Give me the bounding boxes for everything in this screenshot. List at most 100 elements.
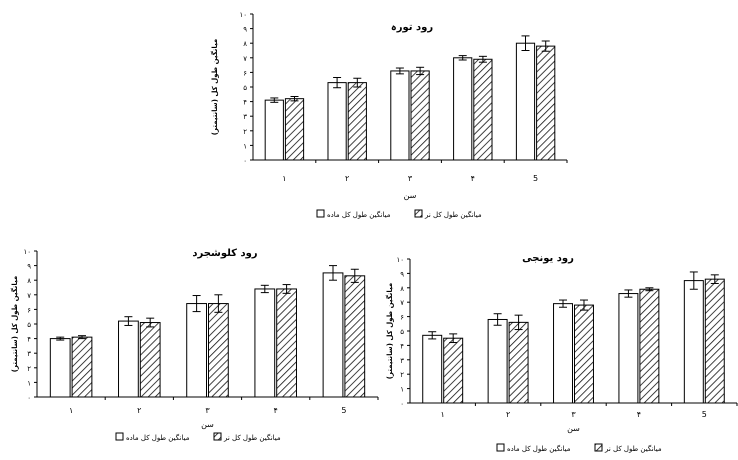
y-tick-label: ۰ [243, 157, 247, 165]
x-tick-label: 5 [533, 174, 538, 183]
bar [473, 58, 493, 161]
bar [487, 318, 508, 404]
bar [139, 322, 161, 398]
chart-1: ۰ ۱ ۲ ۳ ۴ ۵ ۶ ۷ ۸ ۹ ۱۰ ۱ ۲ ۳ ۴ 5 رود تورہ سن میانگین طول ک… [210, 11, 568, 219]
y-tick-label: ۱۰ [23, 248, 31, 256]
bar [186, 303, 207, 398]
bar [347, 82, 367, 161]
y-tick-label: ۴ [243, 99, 247, 107]
bar [508, 321, 529, 404]
y-axis-label: میانگین طول کل (سانتیمتر) [10, 276, 19, 373]
y-tick-label: ۸ [243, 40, 247, 48]
bar [553, 303, 573, 404]
y-tick-label: ۳ [27, 350, 31, 358]
bar [327, 82, 347, 161]
y-tick-label: ۵ [243, 84, 247, 92]
bar [536, 45, 556, 161]
bar [208, 303, 229, 398]
legend-label-female: میانگین طول کل ماده [327, 210, 391, 219]
y-tick-label: ۲ [400, 371, 404, 379]
y-tick-label: ۴ [400, 342, 404, 350]
y-tick-label: ۷ [400, 299, 404, 307]
legend-swatch-male [213, 432, 222, 441]
chart-title: رود یونجی [522, 253, 574, 264]
y-tick-label: ۸ [27, 277, 31, 285]
bar [118, 320, 139, 398]
y-tick-label: ۵ [27, 321, 31, 329]
y-tick-label: ۹ [243, 26, 247, 34]
bar [284, 98, 305, 161]
x-tick-label: ۳ [571, 410, 576, 419]
y-tick-label: ۱۰ [239, 11, 247, 19]
x-tick-label: ۱ [69, 406, 73, 415]
chart-title: رود کلوشجرد [192, 248, 257, 259]
x-tick-label: ۲ [506, 410, 510, 419]
bar [443, 337, 464, 404]
bar [639, 288, 660, 404]
bar [422, 334, 443, 404]
x-tick-label: 5 [341, 406, 346, 415]
x-axis-label: سن [567, 424, 580, 433]
legend-label-male: میانگین طول کل نر [604, 444, 662, 453]
x-tick-label: ۲ [345, 174, 349, 183]
legend-label-male: میانگین طول کل نر [424, 210, 482, 219]
legend-swatch-female [316, 209, 325, 218]
legend: میانگین طول کل ماده میانگین طول کل نر [496, 443, 662, 453]
y-tick-label: ۷ [27, 292, 31, 300]
x-tick-label: ۴ [637, 410, 641, 419]
legend: میانگین طول کل ماده میانگین طول کل نر [115, 432, 281, 442]
y-tick-label: ۱ [27, 379, 31, 387]
x-tick-label: ۳ [205, 406, 210, 415]
x-axis-label: سن [404, 191, 417, 200]
bar [683, 280, 704, 404]
bar [264, 99, 284, 161]
x-tick-label: ۴ [274, 406, 278, 415]
y-axis-label: میانگین طول کل (سانتیمتر) [210, 39, 219, 136]
legend-swatch-female [115, 432, 124, 441]
bar [276, 288, 297, 398]
y-tick-label: ۳ [243, 113, 247, 121]
x-tick-label: ۳ [408, 174, 413, 183]
chart-3: ۰ ۱ ۲ ۳ ۴ ۵ ۶ ۷ ۸ ۹ ۱۰ ۱ ۲ ۳ ۴ 5 رود یونجی سن میانگین طول … [385, 253, 738, 453]
bar [453, 57, 473, 161]
y-axis-label: میانگین طول کل (سانتیمتر) [385, 283, 394, 380]
y-tick-label: ۹ [400, 270, 404, 278]
y-tick-label: ۶ [27, 306, 31, 314]
bar [254, 288, 276, 398]
bar [390, 70, 410, 161]
y-tick-label: ۸ [400, 285, 404, 293]
x-tick-label: 5 [702, 410, 707, 419]
y-tick-label: ۹ [27, 263, 31, 271]
legend-label-female: میانگین طول کل ماده [126, 433, 190, 442]
y-tick-label: ۶ [400, 314, 404, 322]
x-tick-label: ۱ [441, 410, 445, 419]
y-tick-label: ۲ [243, 128, 247, 136]
y-tick-label: ۱۰ [396, 256, 404, 264]
y-tick-label: ۲ [27, 365, 31, 373]
y-tick-label: ۱ [243, 142, 247, 150]
legend-swatch-male [594, 443, 603, 452]
bar [322, 272, 344, 398]
chart-2: ۰ ۱ ۲ ۳ ۴ ۵ ۶ ۷ ۸ ۹ ۱۰ ۱ ۲ ۳ ۴ 5 رود کلوشجرد سن میانگین طو… [10, 248, 379, 442]
x-axis-label: سن [201, 420, 214, 429]
legend-swatch-female [496, 443, 505, 452]
y-tick-label: ۰ [27, 394, 31, 402]
y-tick-label: ۴ [27, 336, 31, 344]
bar [574, 304, 594, 404]
y-tick-label: ۳ [400, 357, 404, 365]
bar [618, 293, 639, 404]
y-tick-label: ۵ [400, 328, 404, 336]
chart-title: رود تورہ [391, 22, 433, 33]
y-tick-label: ۰ [400, 400, 404, 408]
bar [344, 275, 366, 398]
bar [410, 70, 430, 161]
y-tick-label: ۶ [243, 69, 247, 77]
y-tick-label: ۱ [400, 386, 404, 394]
x-tick-label: ۱ [282, 174, 286, 183]
bar [71, 336, 93, 398]
x-tick-label: ۲ [137, 406, 141, 415]
bar [49, 338, 71, 398]
bar [515, 42, 536, 161]
legend: میانگین طول کل ماده میانگین طول کل نر [316, 209, 482, 219]
